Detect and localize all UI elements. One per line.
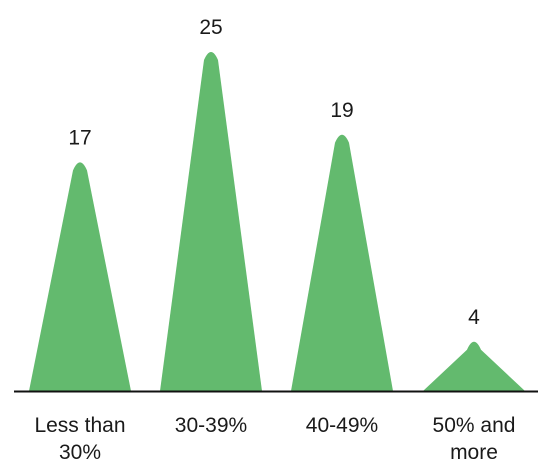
category-label: 30-39% bbox=[175, 414, 247, 437]
value-label: 25 bbox=[199, 16, 222, 39]
category-label: 50% and more bbox=[433, 414, 516, 462]
category-label-line: 50% and bbox=[433, 414, 516, 437]
category-label-line: 30-39% bbox=[175, 414, 247, 437]
value-label: 4 bbox=[468, 306, 480, 329]
peak-mark bbox=[29, 162, 131, 391]
category-label-line: Less than bbox=[34, 414, 125, 437]
value-label: 19 bbox=[330, 99, 353, 122]
value-labels-layer: 17 25 19 4 bbox=[68, 16, 480, 329]
category-label-line: 40-49% bbox=[306, 414, 378, 437]
category-label: Less than 30% bbox=[34, 414, 125, 462]
category-label-line: more bbox=[450, 441, 498, 462]
value-label: 17 bbox=[68, 126, 91, 149]
peak-mark bbox=[423, 341, 525, 391]
peak-mark bbox=[160, 52, 262, 391]
peaks-layer bbox=[29, 52, 525, 392]
peak-mark bbox=[291, 134, 393, 392]
category-label: 40-49% bbox=[306, 414, 378, 437]
category-labels-layer: Less than 30% 30-39% 40-49% 50% and more bbox=[34, 414, 515, 462]
category-label-line: 30% bbox=[59, 441, 101, 462]
